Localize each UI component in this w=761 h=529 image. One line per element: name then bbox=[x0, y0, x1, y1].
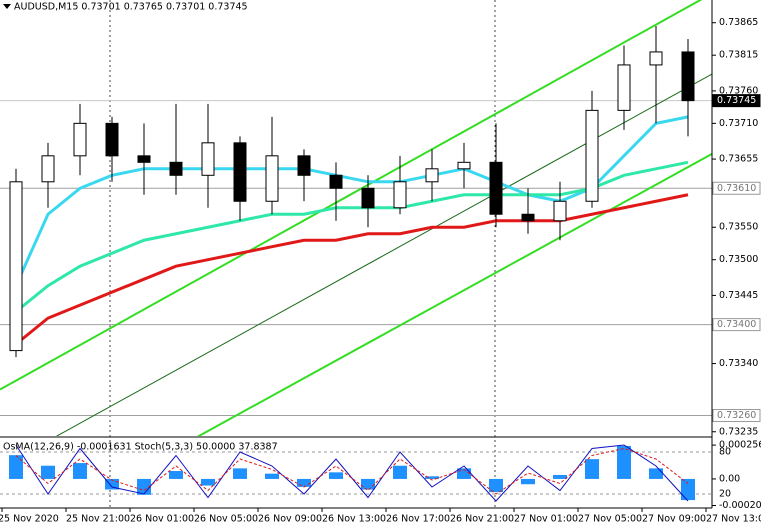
axes: 0.73865 0.73815 0.73760 0.73710 0.73655 0.735… bbox=[0, 17, 761, 524]
level-label: 0.73400 bbox=[717, 319, 756, 330]
y-tick-label: 0.73710 bbox=[719, 118, 758, 129]
level-label: 0.73610 bbox=[717, 183, 756, 194]
candle-body bbox=[201, 142, 215, 176]
x-tick-label: 26 Nov 09:00 bbox=[258, 514, 322, 525]
y-tick-label: 0.0002563 bbox=[719, 440, 761, 451]
osma-bar bbox=[393, 465, 407, 479]
osma-bar bbox=[297, 478, 311, 487]
level-label: 0.73745 bbox=[717, 95, 756, 106]
osma-bar bbox=[425, 476, 439, 479]
osma-bar bbox=[649, 468, 663, 479]
y-tick-label: 0.73235 bbox=[719, 426, 758, 437]
osma-bar bbox=[521, 478, 535, 485]
chart-title: AUDUSD,M15 0.73701 0.73765 0.73701 0.737… bbox=[14, 2, 248, 13]
trend-line bbox=[0, 0, 703, 391]
candle-body bbox=[297, 155, 311, 176]
candle-body bbox=[681, 51, 695, 102]
candle-body bbox=[329, 174, 343, 189]
level-box bbox=[712, 409, 761, 423]
candle-body bbox=[617, 64, 631, 111]
osma-bar bbox=[41, 465, 55, 479]
osma-bar bbox=[553, 474, 567, 479]
candle-body bbox=[233, 142, 247, 202]
indicator-title: OsMA(12,26,9) -0.0001631 Stoch(5,3,3) 50… bbox=[3, 442, 278, 453]
osma-bar bbox=[681, 478, 695, 501]
moving-average bbox=[15, 160, 689, 313]
osma-bar bbox=[233, 468, 247, 479]
x-tick-label: 26 Nov 05:00 bbox=[194, 514, 258, 525]
moving-average bbox=[14, 115, 689, 287]
candle-body bbox=[393, 181, 407, 209]
osma-bar bbox=[169, 471, 183, 479]
x-tick-label: 26 Nov 21:00 bbox=[450, 514, 514, 525]
y-tick-label: 80 bbox=[719, 447, 731, 458]
x-tick-label: 26 Nov 13:00 bbox=[322, 514, 386, 525]
stoch-line bbox=[15, 444, 689, 502]
osma-bar bbox=[137, 478, 151, 495]
osma-bar bbox=[201, 478, 215, 486]
x-tick-label: 26 Nov 01:00 bbox=[130, 514, 194, 525]
candle-body bbox=[361, 187, 375, 209]
y-tick-label: 0.00 bbox=[719, 473, 740, 484]
candle-body bbox=[169, 161, 183, 176]
moving-average bbox=[15, 193, 689, 346]
candle-body bbox=[41, 155, 55, 183]
level-box bbox=[712, 94, 761, 108]
y-tick-label: 0.73445 bbox=[719, 290, 758, 301]
x-tick-label: 27 Nov 09:00 bbox=[642, 514, 706, 525]
trend-line bbox=[196, 152, 712, 436]
candle-body bbox=[73, 122, 87, 157]
y-tick-label: 0.73340 bbox=[719, 358, 758, 369]
osma-bar bbox=[361, 478, 375, 490]
candle-body bbox=[457, 161, 471, 170]
x-tick-label: 25 Nov 21:00 bbox=[66, 514, 130, 525]
osma-bar bbox=[9, 455, 23, 479]
x-tick-label: 27 Nov 13:00 bbox=[706, 514, 761, 525]
y-tick-label: 0.73500 bbox=[719, 254, 758, 265]
stoch-line bbox=[15, 447, 689, 495]
candle-body bbox=[9, 181, 23, 352]
osma-bar bbox=[585, 459, 599, 479]
y-tick-label: 20 bbox=[719, 489, 731, 500]
x-tick-label: 26 Nov 17:00 bbox=[386, 514, 450, 525]
candle-body bbox=[553, 200, 567, 222]
candle-body bbox=[137, 155, 151, 163]
osma-bar bbox=[265, 473, 279, 479]
osma-bar bbox=[73, 463, 87, 479]
candle-body bbox=[585, 109, 599, 202]
y-tick-label: 0.73815 bbox=[719, 50, 758, 61]
price-plot bbox=[0, 0, 712, 436]
level-box bbox=[712, 181, 761, 195]
osma-bar bbox=[617, 445, 631, 479]
candle-body bbox=[265, 155, 279, 202]
level-box bbox=[712, 318, 761, 332]
y-tick-label: 0.73760 bbox=[719, 85, 758, 96]
y-tick-label: -0.000201 bbox=[719, 500, 761, 511]
y-tick-label: 0.73550 bbox=[719, 222, 758, 233]
osma-bar bbox=[489, 478, 503, 493]
level-label: 0.73260 bbox=[717, 410, 756, 421]
candle-body bbox=[649, 51, 663, 66]
y-tick-label: 0.73655 bbox=[719, 154, 758, 165]
candle-body bbox=[105, 122, 119, 157]
osma-bar bbox=[329, 472, 343, 479]
y-tick-label: 0.73865 bbox=[719, 17, 758, 28]
indicator-plot bbox=[0, 444, 712, 502]
candle-body bbox=[425, 168, 439, 183]
osma-bar bbox=[105, 478, 119, 490]
candle-body bbox=[489, 161, 503, 215]
candle-body bbox=[521, 213, 535, 222]
x-tick-label: 25 Nov 2020 bbox=[0, 514, 59, 525]
osma-bar bbox=[457, 468, 471, 479]
x-tick-label: 27 Nov 05:00 bbox=[578, 514, 642, 525]
symbol-icon bbox=[3, 4, 11, 9]
x-tick-label: 27 Nov 01:00 bbox=[514, 514, 578, 525]
